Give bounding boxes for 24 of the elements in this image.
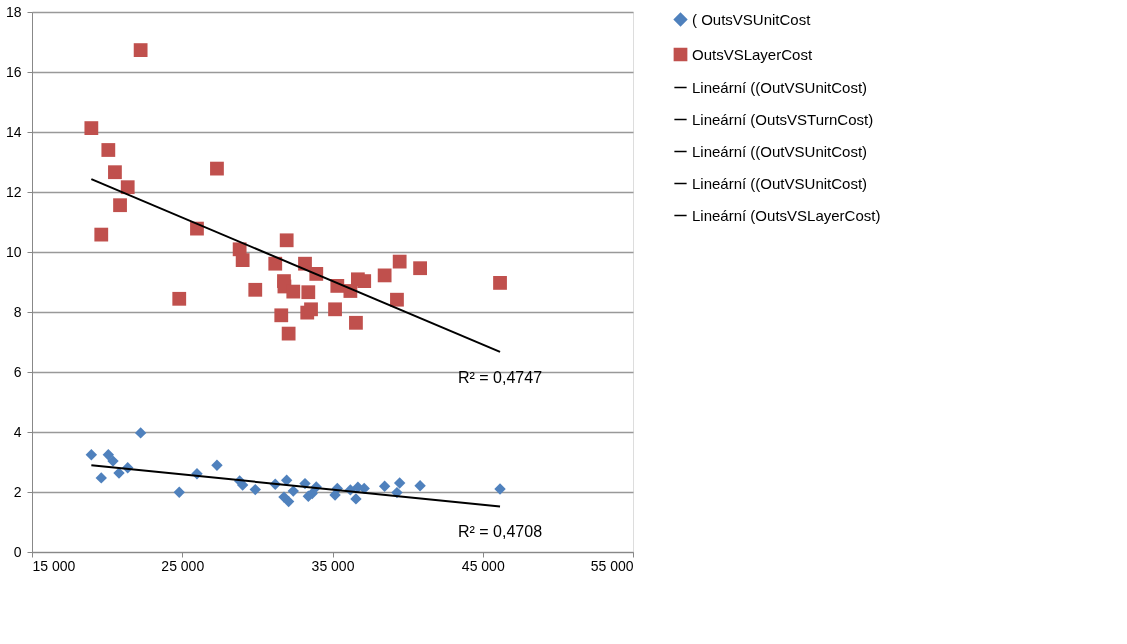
legend-label: ( OutsVSUnitCost	[692, 10, 812, 28]
y-tick-label: 18	[5, 3, 22, 20]
x-tick-label: 25 000	[161, 557, 205, 574]
x-tick-label: 55 000	[590, 557, 634, 574]
annotation: R² = 0,4708	[458, 523, 543, 541]
legend-label: Lineární ((OutVSUnitCost)	[692, 142, 868, 160]
legend-label: Lineární ((OutVSUnitCost)	[692, 174, 868, 192]
x-tick-label: 35 000	[311, 557, 355, 574]
y-tick-label: 12	[5, 183, 22, 200]
legend-label: Lineární (OutsVSLayerCost)	[692, 206, 881, 224]
y-tick-label: 16	[5, 63, 22, 80]
y-tick-label: 14	[5, 123, 22, 140]
y-tick-label: 10	[5, 243, 22, 260]
annotation: R² = 0,4747	[458, 368, 543, 386]
y-tick-label: 2	[13, 483, 22, 500]
legend-label: Lineární (OutsVSTurnCost)	[692, 110, 874, 128]
legend-label: OutsVSLayerCost	[692, 45, 813, 63]
x-tick-label: 15 000	[32, 557, 76, 574]
y-tick-label: 4	[13, 423, 22, 440]
y-tick-label: 6	[13, 363, 22, 380]
y-tick-label: 0	[13, 543, 22, 560]
x-tick-label: 45 000	[461, 557, 505, 574]
legend-label: Lineární ((OutVSUnitCost)	[692, 78, 868, 96]
y-tick-label: 8	[13, 303, 22, 320]
